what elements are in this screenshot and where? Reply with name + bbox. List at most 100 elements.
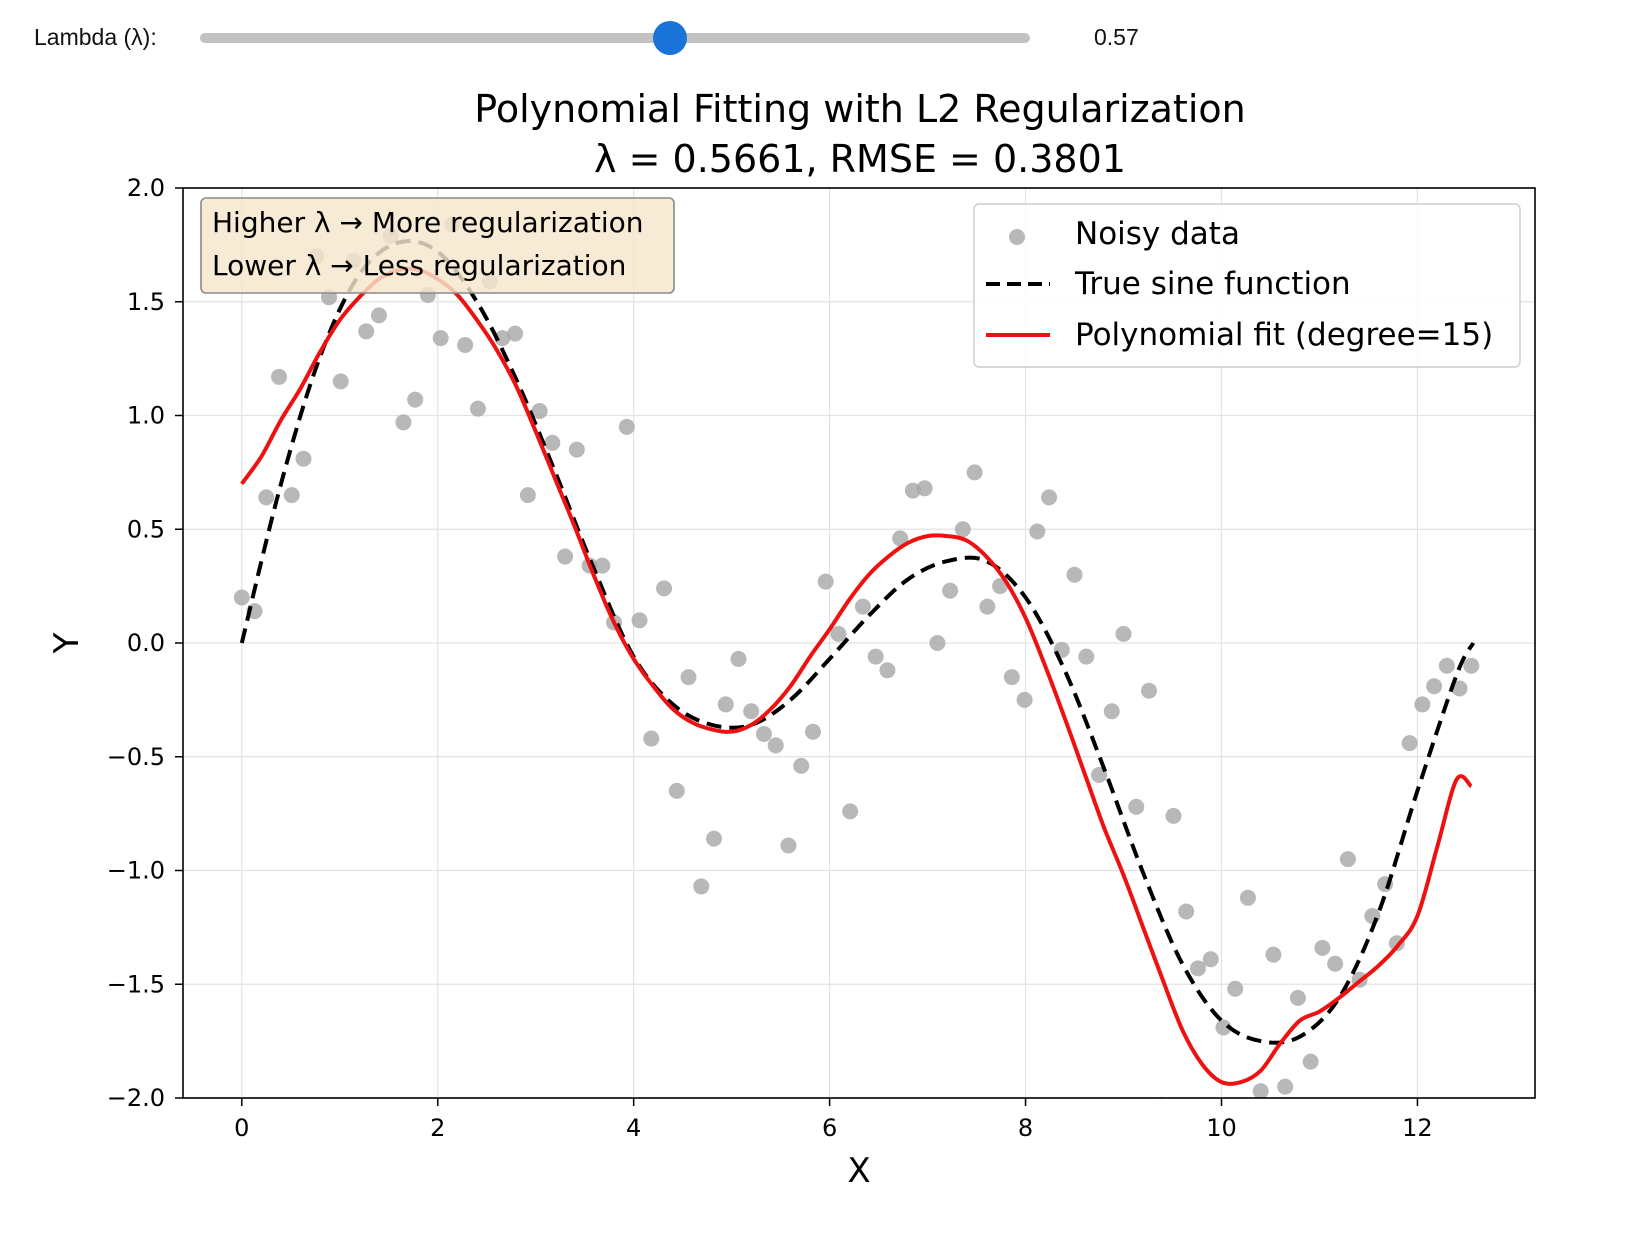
noisy-data-point — [842, 803, 859, 820]
noisy-data-point — [1041, 489, 1058, 506]
noisy-data-point — [656, 580, 673, 597]
noisy-data-point — [793, 757, 810, 774]
x-tick-label-5: 10 — [1206, 1114, 1237, 1142]
noisy-data-point — [804, 723, 821, 740]
legend-label-noisy: Noisy data — [1075, 216, 1240, 252]
noisy-data-point — [519, 487, 536, 504]
legend: Noisy data True sine function Polynomial… — [973, 203, 1521, 368]
noisy-data-point — [1364, 908, 1381, 924]
noisy-data-point — [1115, 625, 1132, 642]
noisy-data-point — [1314, 939, 1331, 956]
noisy-data-point — [233, 589, 250, 606]
noisy-data-point — [892, 530, 909, 547]
noisy-data-point — [432, 330, 449, 347]
axis-ticks: 0 2 4 6 8 10 12 −2.0 −1.5 −1.0 −0.5 0.0 0.5 1.0 1.5 2.0 — [107, 174, 1433, 1142]
x-tick-label-3: 6 — [822, 1114, 837, 1142]
y-tick-label-7: 1.5 — [127, 288, 165, 316]
noisy-data-point — [1078, 648, 1095, 665]
noisy-data-point — [358, 323, 375, 340]
noisy-data-point — [780, 837, 797, 854]
noisy-data-point — [717, 696, 734, 713]
noisy-data-point — [879, 662, 896, 679]
noisy-data-point — [867, 648, 884, 665]
noisy-data-point — [1463, 657, 1480, 674]
noisy-data-point — [942, 582, 959, 599]
y-axis-label: Y — [47, 632, 87, 654]
noisy-data-point — [631, 612, 648, 629]
noisy-data-point — [755, 726, 772, 742]
x-tick-label-1: 2 — [430, 1114, 445, 1142]
noisy-data-point — [1451, 680, 1468, 697]
noisy-data-point — [271, 368, 288, 385]
x-tick-label-6: 12 — [1402, 1114, 1433, 1142]
noisy-data-point — [817, 573, 834, 590]
annotation-line-higher: Higher λ → More regularization — [212, 206, 644, 239]
noisy-data-point — [1103, 703, 1120, 720]
noisy-data-point — [395, 414, 412, 431]
legend-label-fit: Polynomial fit (degree=15) — [1075, 317, 1493, 353]
noisy-data-point — [693, 878, 710, 895]
true-sine-line — [239, 239, 1476, 1045]
y-tick-label-2: −1.0 — [107, 857, 165, 885]
noisy-data-point — [643, 730, 660, 747]
noisy-data-point — [706, 830, 723, 847]
noisy-data-point — [1215, 1019, 1232, 1036]
noisy-data-point — [1252, 1083, 1269, 1098]
noisy-data-point — [544, 434, 561, 451]
noisy-data-point — [1239, 889, 1256, 906]
noisy-data-point — [929, 635, 946, 651]
noisy-data-point — [1277, 1078, 1294, 1095]
y-tick-label-3: −0.5 — [107, 743, 165, 771]
x-tick-label-0: 0 — [234, 1114, 249, 1142]
legend-label-true: True sine function — [1074, 266, 1351, 302]
noisy-data-point — [332, 373, 349, 390]
y-tick-label-1: −1.5 — [107, 970, 165, 998]
noisy-data-point — [407, 391, 424, 408]
noisy-data-point — [1339, 851, 1356, 868]
noisy-data-point — [730, 650, 747, 667]
noisy-data-point — [979, 598, 996, 615]
y-tick-label-5: 0.5 — [127, 515, 165, 543]
annotation-line-lower: Lower λ → Less regularization — [212, 249, 626, 282]
x-tick-label-4: 8 — [1018, 1114, 1033, 1142]
noisy-data-point — [1414, 696, 1431, 713]
chart-title: Polynomial Fitting with L2 Regularizatio… — [474, 87, 1245, 131]
lambda-slider-label: Lambda (λ): — [34, 24, 157, 50]
noisy-data-point — [370, 307, 387, 324]
noisy-data-point — [1438, 657, 1455, 674]
noisy-data-point — [854, 598, 871, 615]
noisy-data-point — [1156, 1096, 1165, 1098]
noisy-data-point — [680, 669, 697, 686]
noisy-data-point — [494, 330, 511, 347]
lambda-slider-widget: Lambda (λ): 0.57 — [0, 0, 1628, 80]
noisy-data-point — [1178, 903, 1195, 920]
noisy-data-point — [1289, 989, 1306, 1006]
noisy-data-point — [1003, 669, 1020, 686]
legend-frame — [973, 203, 1521, 368]
noisy-data-point — [954, 521, 971, 538]
y-tick-label-8: 2.0 — [127, 174, 165, 202]
noisy-data-point — [457, 336, 474, 353]
noisy-data-point — [743, 703, 760, 720]
noisy-data-point — [1401, 735, 1418, 752]
noisy-data-point — [1029, 523, 1046, 540]
lambda-slider-value: 0.57 — [1094, 24, 1139, 50]
noisy-data-point — [1165, 807, 1182, 824]
legend-marker-noisy — [1009, 229, 1025, 245]
y-tick-label-6: 1.0 — [127, 402, 165, 430]
noisy-data-point — [568, 441, 585, 458]
lambda-slider-track[interactable] — [200, 21, 1030, 55]
noisy-data-point — [295, 450, 312, 467]
noisy-data-point — [531, 402, 548, 419]
noisy-data-point — [258, 489, 275, 506]
noisy-data-point — [1265, 946, 1282, 963]
y-tick-label-4: 0.0 — [127, 629, 165, 657]
noisy-data-point — [668, 782, 685, 799]
lambda-slider-thumb[interactable] — [652, 21, 687, 55]
noisy-data-point — [767, 737, 784, 754]
noisy-data-point — [1128, 798, 1145, 815]
noisy-data-point — [1140, 682, 1157, 699]
noisy-data-point — [507, 325, 524, 342]
noisy-data-point — [469, 400, 486, 417]
noisy-data-point — [1327, 955, 1344, 972]
